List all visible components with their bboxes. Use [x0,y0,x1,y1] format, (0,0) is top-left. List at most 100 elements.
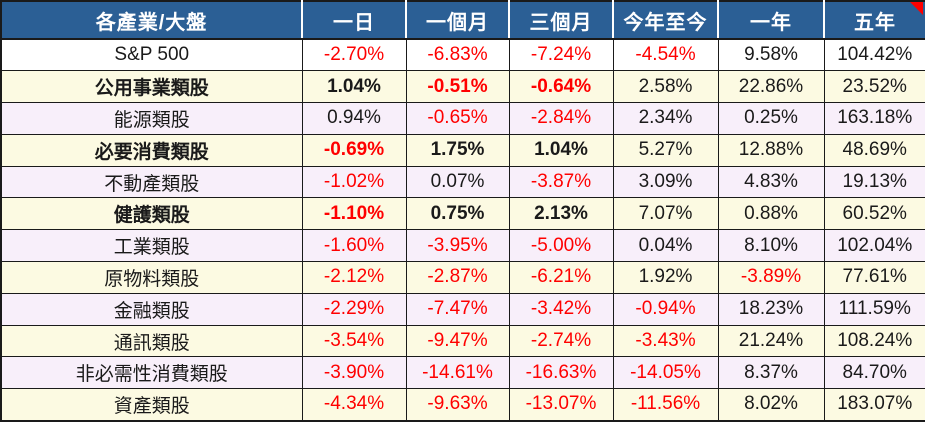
value-cell: -6.21% [508,261,614,294]
table-row: 不動產類股 -1.02% 0.07% -3.87% 3.09% 4.83% 19… [0,165,925,199]
value-cell: 0.25% [717,102,825,135]
value-cell: 108.24% [823,324,925,358]
value-cell: 60.52% [823,197,925,231]
value-cell: -2.29% [301,292,407,326]
value-cell: -9.63% [405,388,510,422]
value-cell: -3.90% [301,356,407,390]
value-cell: 48.69% [823,133,925,167]
value-cell: -1.60% [301,229,407,263]
value-cell: 2.34% [612,102,719,135]
value-cell: -3.89% [717,261,825,294]
value-cell: 7.07% [612,197,719,231]
value-cell: 8.10% [717,229,825,263]
value-cell: -3.95% [405,229,510,263]
table-row: 健護類股 -1.10% 0.75% 2.13% 7.07% 0.88% 60.5… [0,197,925,231]
value-cell: 0.07% [405,165,510,199]
value-cell: 111.59% [823,292,925,326]
table-row: 資產類股 -4.34% -9.63% -13.07% -11.56% 8.02%… [0,388,925,422]
sector-name-cell: 公用事業類股 [0,70,303,104]
value-cell: -4.34% [301,388,407,422]
value-cell: 0.94% [301,102,407,135]
value-cell: -3.54% [301,324,407,358]
value-cell: -14.05% [612,356,719,390]
value-cell: -5.00% [508,229,614,263]
value-cell: 8.02% [717,388,825,422]
sector-name-cell: 資產類股 [0,388,303,422]
value-cell: 0.75% [405,197,510,231]
table-row: 能源類股 0.94% -0.65% -2.84% 2.34% 0.25% 163… [0,102,925,135]
value-cell: -0.65% [405,102,510,135]
table-row: 公用事業類股 1.04% -0.51% -0.64% 2.58% 22.86% … [0,70,925,104]
value-cell: 1.75% [405,133,510,167]
table-row: 必要消費類股 -0.69% 1.75% 1.04% 5.27% 12.88% 4… [0,133,925,167]
value-cell: 102.04% [823,229,925,263]
sector-name-cell: 健護類股 [0,197,303,231]
column-header-5year: 五年 [823,1,925,40]
value-cell: -3.43% [612,324,719,358]
value-cell: -3.87% [508,165,614,199]
value-cell: 0.88% [717,197,825,231]
table-row: 非必需性消費類股 -3.90% -14.61% -16.63% -14.05% … [0,356,925,390]
value-cell: -0.94% [612,292,719,326]
value-cell: -1.02% [301,165,407,199]
value-cell: 9.58% [717,38,825,72]
column-header-sector: 各產業/大盤 [1,1,302,40]
value-cell: -0.69% [301,133,407,167]
value-cell: -2.70% [301,38,407,72]
value-cell: -13.07% [508,388,614,422]
sector-name-cell: S&P 500 [0,38,303,72]
value-cell: 104.42% [823,38,925,72]
value-cell: 23.52% [823,70,925,104]
column-header-3month: 三個月 [508,1,613,40]
value-cell: 19.13% [823,165,925,199]
sector-name-cell: 能源類股 [0,102,303,135]
value-cell: 0.04% [612,229,719,263]
value-cell: -0.51% [405,70,510,104]
value-cell: -4.54% [612,38,719,72]
value-cell: -6.83% [405,38,510,72]
value-cell: 183.07% [823,388,925,422]
value-cell: 2.58% [612,70,719,104]
value-cell: -16.63% [508,356,614,390]
value-cell: 77.61% [823,261,925,294]
value-cell: 163.18% [823,102,925,135]
sector-name-cell: 非必需性消費類股 [0,356,303,390]
table-row: 通訊類股 -3.54% -9.47% -2.74% -3.43% 21.24% … [0,324,925,358]
sector-name-cell: 必要消費類股 [0,133,303,167]
value-cell: 12.88% [717,133,825,167]
red-corner-triangle-icon [910,2,923,15]
value-cell: -9.47% [405,324,510,358]
value-cell: -2.12% [301,261,407,294]
value-cell: 22.86% [717,70,825,104]
sector-name-cell: 不動產類股 [0,165,303,199]
value-cell: -2.84% [508,102,614,135]
value-cell: -7.24% [508,38,614,72]
value-cell: -2.74% [508,324,614,358]
value-cell: -7.47% [405,292,510,326]
table-row: S&P 500 -2.70% -6.83% -7.24% -4.54% 9.58… [0,38,925,72]
value-cell: 3.09% [612,165,719,199]
header-row: 各產業/大盤 一日 一個月 三個月 今年至今 一年 五年 [1,1,925,40]
value-cell: -1.10% [301,197,407,231]
table-row: 原物料類股 -2.12% -2.87% -6.21% 1.92% -3.89% … [0,261,925,294]
value-cell: 5.27% [612,133,719,167]
table-row: 金融類股 -2.29% -7.47% -3.42% -0.94% 18.23% … [0,292,925,326]
sector-name-cell: 原物料類股 [0,261,303,294]
value-cell: 1.04% [301,70,407,104]
column-header-1day: 一日 [301,1,406,40]
column-header-ytd: 今年至今 [612,1,718,40]
column-header-1month: 一個月 [405,1,509,40]
value-cell: 1.04% [508,133,614,167]
column-header-1year: 一年 [717,1,824,40]
sector-name-cell: 金融類股 [0,292,303,326]
value-cell: -0.64% [508,70,614,104]
value-cell: 84.70% [823,356,925,390]
value-cell: 2.13% [508,197,614,231]
value-cell: 8.37% [717,356,825,390]
value-cell: -14.61% [405,356,510,390]
table-row: 工業類股 -1.60% -3.95% -5.00% 0.04% 8.10% 10… [0,229,925,263]
value-cell: -3.42% [508,292,614,326]
value-cell: 18.23% [717,292,825,326]
